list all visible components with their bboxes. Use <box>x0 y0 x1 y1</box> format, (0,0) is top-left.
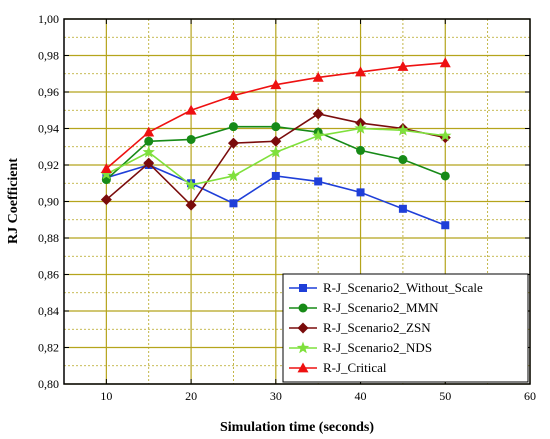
x-tick-label: 60 <box>524 389 536 403</box>
y-tick-label: 0,92 <box>38 158 59 172</box>
y-tick-label: 0,80 <box>38 377 59 391</box>
data-point <box>398 204 407 213</box>
data-point <box>354 122 367 134</box>
data-point <box>356 145 366 155</box>
series-group <box>100 57 452 230</box>
series-3 <box>100 122 452 191</box>
legend-label: R-J_Scenario2_MMN <box>323 300 439 315</box>
legend-label: R-J_Scenario2_Without_Scale <box>323 280 483 295</box>
series-4 <box>100 57 451 174</box>
legend: R-J_Scenario2_Without_Scale R-J_Scenario2… <box>282 273 529 383</box>
data-point <box>439 129 452 142</box>
x-tick-label: 50 <box>439 389 451 403</box>
data-point <box>396 123 410 136</box>
data-point <box>185 104 197 115</box>
x-axis-title: Simulation time (seconds) <box>220 420 374 435</box>
data-point <box>185 199 197 211</box>
legend-swatch-marker <box>298 303 308 313</box>
x-tick-label: 10 <box>100 389 112 403</box>
y-tick-label: 1,00 <box>38 12 59 26</box>
data-point <box>100 167 113 180</box>
legend-swatch-marker <box>297 322 309 334</box>
ticks: 10 20 30 40 50 60 0,80 0,82 0,84 0,86 0,88 0,90 0,92… <box>38 12 536 403</box>
y-tick-label: 0,86 <box>38 268 59 282</box>
data-point <box>227 90 239 101</box>
data-point <box>227 137 239 149</box>
data-point <box>100 194 112 206</box>
data-point <box>397 60 409 71</box>
data-point <box>356 188 365 197</box>
y-tick-label: 0,88 <box>38 231 59 245</box>
legend-label: R-J_Scenario2_ZSN <box>323 320 431 335</box>
legend-swatch-marker <box>299 284 307 292</box>
x-tick-label: 40 <box>355 389 367 403</box>
data-point <box>269 145 282 158</box>
data-point <box>312 108 324 120</box>
data-point <box>142 145 155 158</box>
x-tick-label: 20 <box>185 389 197 403</box>
data-point <box>440 171 450 181</box>
data-point <box>271 122 281 132</box>
data-point <box>314 177 323 186</box>
data-point <box>186 134 196 144</box>
data-point <box>229 199 238 208</box>
data-point <box>270 135 282 147</box>
y-tick-label: 0,94 <box>38 122 59 136</box>
data-point <box>398 155 408 165</box>
data-point <box>312 71 324 82</box>
data-point <box>144 136 154 146</box>
data-point <box>100 163 112 174</box>
data-point <box>143 157 155 169</box>
data-point <box>355 66 367 77</box>
data-point <box>184 178 198 191</box>
y-tick-label: 0,84 <box>38 304 59 318</box>
y-axis-title: RJ Coefficient <box>6 158 21 244</box>
data-point <box>227 169 240 182</box>
y-tick-label: 0,96 <box>38 85 59 99</box>
x-tick-label: 30 <box>270 389 282 403</box>
data-point <box>228 122 238 132</box>
y-tick-label: 0,98 <box>38 49 59 63</box>
data-point <box>270 79 282 90</box>
legend-swatch-marker <box>296 341 310 354</box>
legend-box <box>282 273 529 383</box>
legend-swatch-marker <box>297 362 309 373</box>
legend-label: R-J_Scenario2_NDS <box>323 340 432 355</box>
y-tick-label: 0,90 <box>38 195 59 209</box>
data-point <box>439 57 451 68</box>
y-tick-label: 0,82 <box>38 341 59 355</box>
legend-label: R-J_Critical <box>323 360 387 375</box>
data-point <box>271 171 280 180</box>
data-point <box>312 129 325 142</box>
data-point <box>143 126 155 137</box>
data-point <box>441 221 450 230</box>
